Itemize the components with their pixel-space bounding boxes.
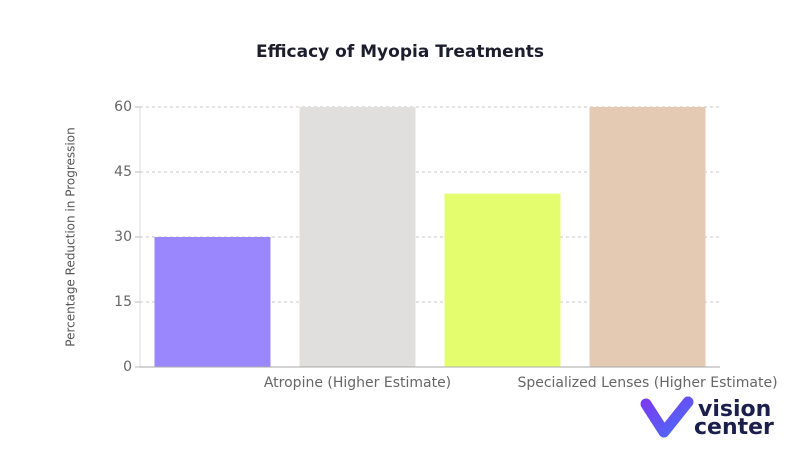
logo: vision center — [640, 396, 774, 440]
y-tick-label: 15 — [114, 294, 132, 310]
y-tick-label: 45 — [114, 164, 132, 180]
logo-icon — [640, 396, 694, 438]
bar — [444, 193, 561, 367]
y-axis-label: Percentage Reduction in Progression — [64, 127, 78, 346]
logo-text: center — [694, 415, 774, 440]
logo-text: vision — [698, 397, 771, 422]
x-tick-label: Specialized Lenses (Higher Estimate) — [517, 375, 777, 391]
bar — [299, 107, 416, 367]
bar — [154, 237, 271, 367]
bar — [589, 107, 706, 367]
y-tick-label: 60 — [114, 99, 132, 115]
chart-title: Efficacy of Myopia Treatments — [256, 42, 544, 62]
y-tick-label: 0 — [123, 359, 132, 375]
x-tick-label: Atropine (Higher Estimate) — [264, 375, 451, 391]
y-tick-label: 30 — [114, 229, 132, 245]
